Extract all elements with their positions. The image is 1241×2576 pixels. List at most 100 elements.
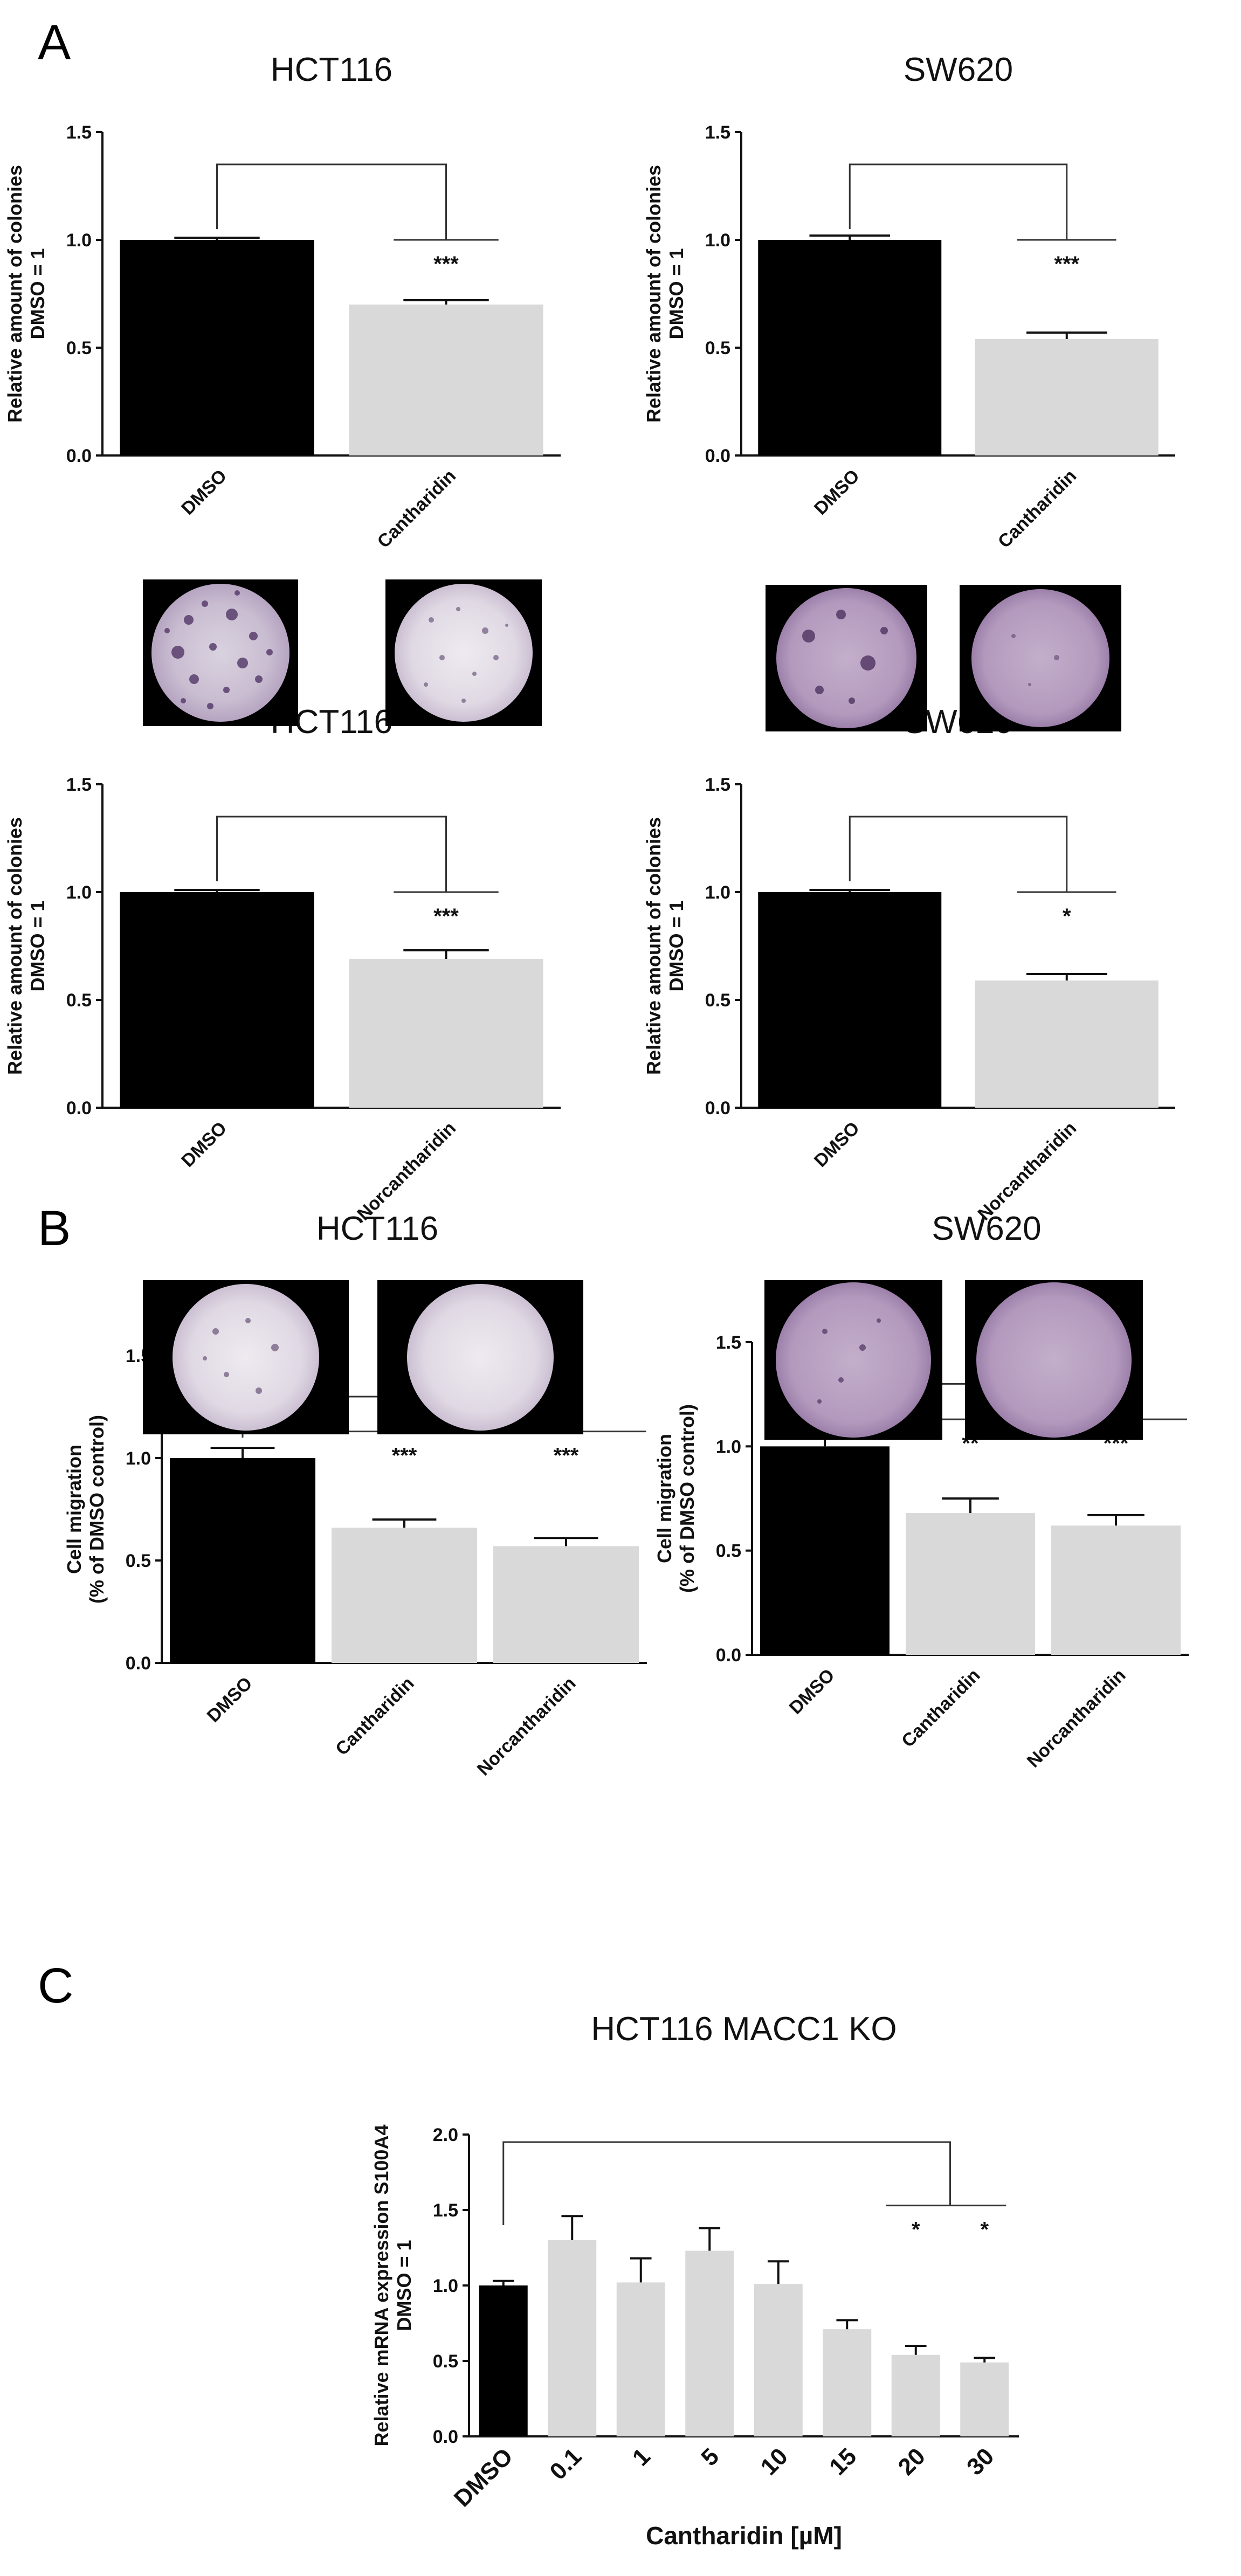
bar-dmso xyxy=(170,1458,315,1663)
colony-photo-sw620-dmso xyxy=(766,585,927,731)
x-category-label: DMSO xyxy=(203,1673,257,1726)
panel-label-c: C xyxy=(38,1958,73,2013)
y-tick-label: 0.5 xyxy=(716,1541,741,1562)
y-tick-label: 1.0 xyxy=(66,882,92,903)
chart-title: SW620 xyxy=(932,1210,1041,1247)
x-category-label: 1 xyxy=(628,2443,656,2471)
y-axis-label: Relative amount of colonies xyxy=(643,165,665,423)
y-tick-label: 1.5 xyxy=(705,122,730,143)
y-axis-label: DMSO = 1 xyxy=(26,900,49,991)
y-tick-label: 0.5 xyxy=(705,338,730,358)
bar-15 xyxy=(823,2329,872,2436)
y-tick-label: 0.0 xyxy=(705,446,730,466)
y-axis-label: DMSO = 1 xyxy=(665,900,687,991)
bar-norcantharidin xyxy=(975,980,1159,1108)
y-tick-label: 0.0 xyxy=(433,2427,458,2447)
x-category-label: Cantharidin xyxy=(332,1673,418,1759)
colony-photo-hct116-dmso-2 xyxy=(143,1280,349,1434)
bar-5 xyxy=(685,2250,734,2436)
bar-dmso xyxy=(760,1446,890,1655)
y-tick-label: 0.0 xyxy=(716,1645,741,1666)
y-axis-label: Cell migration xyxy=(653,1434,675,1563)
colony-photo-sw620-cantharidin xyxy=(960,585,1121,731)
x-category-label: Norcantharidin xyxy=(473,1673,580,1780)
significance-marker: *** xyxy=(392,1444,417,1468)
significance-bracket xyxy=(849,816,1068,892)
bar-dmso xyxy=(758,892,942,1108)
x-category-label: Cantharidin xyxy=(994,466,1080,552)
significance-marker: *** xyxy=(1054,252,1079,276)
x-category-label: DMSO xyxy=(810,466,864,519)
colony-photo-hct116-cantharidin xyxy=(385,579,542,726)
bar-cantharidin xyxy=(906,1513,1035,1655)
bar-cantharidin xyxy=(332,1528,477,1663)
chart-title: SW620 xyxy=(904,51,1013,88)
x-category-label: 0.1 xyxy=(544,2443,587,2485)
y-tick-label: 1.0 xyxy=(126,1448,151,1469)
y-tick-label: 1.5 xyxy=(433,2200,458,2221)
x-category-label: DMSO xyxy=(810,1118,864,1171)
chart-title: HCT116 MACC1 KO xyxy=(591,2011,897,2048)
y-tick-label: 1.5 xyxy=(66,775,92,795)
panel-label-b: B xyxy=(38,1201,71,1256)
chart-a-sw620-cantharidin: SW620 0.0 0.5 1.0 1.5 Relative amount of colo… xyxy=(643,51,1175,552)
y-tick-label: 1.5 xyxy=(716,1332,741,1353)
chart-c-s100a4-expression: HCT116 MACC1 KO 0.0 0.5 1.0 1.5 2.0 Relative m… xyxy=(370,2011,1019,2550)
colony-photo-sw620-norcantharidin xyxy=(965,1280,1143,1440)
x-axis-label: Cantharidin [µM] xyxy=(646,2522,842,2550)
y-axis-label: DMSO = 1 xyxy=(26,248,49,339)
y-tick-label: 0.5 xyxy=(705,990,730,1011)
bar-dmso xyxy=(479,2285,528,2436)
x-category-label: 30 xyxy=(962,2443,999,2480)
colony-photo-hct116-dmso xyxy=(143,579,298,726)
bar-cantharidin xyxy=(975,339,1159,455)
y-axis-label: Relative amount of colonies xyxy=(4,165,26,423)
y-tick-label: 1.0 xyxy=(716,1437,741,1457)
x-category-label: Norcantharidin xyxy=(974,1118,1081,1225)
significance-bracket xyxy=(849,163,1068,240)
y-axis-label: (% of DMSO control) xyxy=(86,1415,108,1604)
bar-10 xyxy=(754,2284,803,2436)
y-axis-label: (% of DMSO control) xyxy=(676,1404,698,1593)
x-category-label: DMSO xyxy=(177,1118,231,1171)
x-category-label: DMSO xyxy=(785,1665,839,1718)
y-axis-label: DMSO = 1 xyxy=(665,248,687,339)
y-tick-label: 0.5 xyxy=(126,1551,151,1571)
y-tick-label: 1.0 xyxy=(705,882,730,903)
significance-bracket xyxy=(216,163,447,240)
y-axis-label: Relative amount of colonies xyxy=(4,817,26,1075)
significance-marker: * xyxy=(1063,904,1071,928)
y-tick-label: 0.5 xyxy=(66,338,92,358)
x-category-label: Norcantharidin xyxy=(353,1118,460,1225)
y-tick-label: 0.0 xyxy=(66,446,92,466)
significance-marker: *** xyxy=(554,1444,579,1468)
bar-1 xyxy=(616,2282,665,2436)
y-tick-label: 0.5 xyxy=(66,990,92,1011)
y-axis-label: Cell migration xyxy=(63,1445,85,1574)
y-tick-label: 0.5 xyxy=(433,2351,458,2372)
colony-photo-sw620-dmso-2 xyxy=(764,1280,942,1440)
y-tick-label: 1.0 xyxy=(433,2276,458,2296)
y-tick-label: 0.0 xyxy=(66,1098,92,1118)
y-tick-label: 1.5 xyxy=(705,775,730,795)
panel-label-a: A xyxy=(38,15,71,70)
y-tick-label: 0.0 xyxy=(126,1653,151,1674)
significance-bracket xyxy=(216,816,447,892)
bar-dmso xyxy=(120,892,314,1108)
y-axis-label: DMSO = 1 xyxy=(393,2240,415,2331)
bar-30 xyxy=(960,2362,1009,2436)
bar-20 xyxy=(891,2354,940,2436)
significance-marker: *** xyxy=(433,904,459,928)
x-category-label: DMSO xyxy=(449,2443,518,2512)
significance-marker: *** xyxy=(433,252,459,276)
bar-norcantharidin xyxy=(349,959,543,1108)
x-category-label: 10 xyxy=(756,2443,793,2480)
chart-title: HCT116 xyxy=(316,1210,438,1247)
bar-cantharidin xyxy=(349,305,543,455)
bar-dmso xyxy=(758,240,942,455)
y-tick-label: 1.5 xyxy=(66,122,92,143)
significance-marker: * xyxy=(912,2218,920,2242)
